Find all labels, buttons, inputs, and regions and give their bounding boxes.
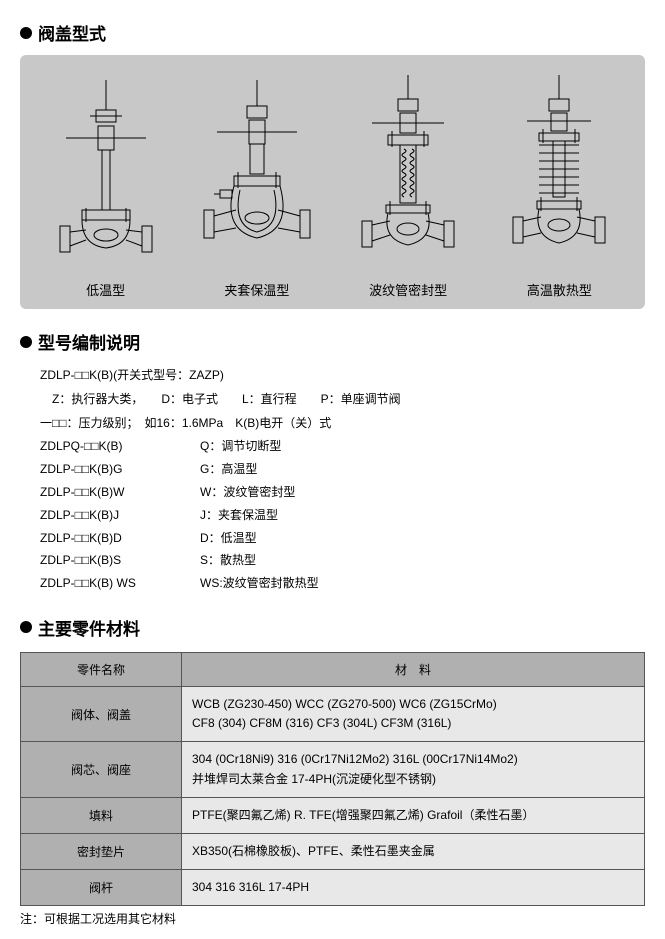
part-material: 304 316 316L 17-4PH (182, 870, 645, 906)
model-code: ZDLP-□□K(B) WS (40, 572, 200, 595)
part-material: 304 (0Cr18Ni9) 316 (0Cr17Ni12Mo2) 316L (… (182, 742, 645, 797)
model-row: ZDLP-□□K(B)G G：高温型 (40, 458, 645, 481)
diagram-item: 波纹管密封型 (333, 75, 484, 299)
model-code: ZDLP-□□K(B)D (40, 527, 200, 550)
model-desc: G：高温型 (200, 458, 257, 481)
diagram-item: 低温型 (30, 80, 181, 299)
section2-title-text: 型号编制说明 (38, 329, 140, 354)
table-row: 阀芯、阀座 304 (0Cr18Ni9) 316 (0Cr17Ni12Mo2) … (21, 742, 645, 797)
diagram-item: 高温散热型 (484, 75, 635, 299)
part-name: 密封垫片 (21, 833, 182, 869)
part-name: 阀体、阀盖 (21, 686, 182, 741)
model-code: ZDLP-□□K(B)J (40, 504, 200, 527)
valve-diagram-cryogenic (46, 80, 166, 270)
model-legend-line: Z：执行器大类， D：电子式 L：直行程 P：单座调节阀 (40, 388, 645, 411)
part-material: XB350(石棉橡胶板)、PTFE、柔性石墨夹金属 (182, 833, 645, 869)
model-row: ZDLP-□□K(B)W W：波纹管密封型 (40, 481, 645, 504)
model-description: ZDLP-□□K(B)(开关式型号：ZAZP) Z：执行器大类， D：电子式 L… (40, 364, 645, 595)
part-name: 阀杆 (21, 870, 182, 906)
diagram-label: 夹套保温型 (224, 280, 289, 299)
model-code: ZDLPQ-□□K(B) (40, 435, 200, 458)
model-code: ZDLP-□□K(B)W (40, 481, 200, 504)
table-row: 阀体、阀盖 WCB (ZG230-450) WCC (ZG270-500) WC… (21, 686, 645, 741)
material-table: 零件名称 材 料 阀体、阀盖 WCB (ZG230-450) WCC (ZG27… (20, 652, 645, 906)
model-desc: J：夹套保温型 (200, 504, 278, 527)
diagram-label: 高温散热型 (527, 280, 592, 299)
diagram-container: 低温型 (20, 55, 645, 309)
model-desc: S：散热型 (200, 549, 256, 572)
table-header-name: 零件名称 (21, 652, 182, 686)
model-desc: W：波纹管密封型 (200, 481, 295, 504)
model-code: ZDLP-□□K(B)G (40, 458, 200, 481)
bullet-icon (20, 336, 32, 348)
bullet-icon (20, 621, 32, 633)
model-main-line: ZDLP-□□K(B)(开关式型号：ZAZP) (40, 364, 645, 387)
diagram-label: 波纹管密封型 (369, 280, 447, 299)
footnote: 注：可根据工况选用其它材料 (20, 910, 645, 927)
model-row: ZDLP-□□K(B)D D：低温型 (40, 527, 645, 550)
model-row: ZDLP-□□K(B)S S：散热型 (40, 549, 645, 572)
bullet-icon (20, 27, 32, 39)
section3-title: 主要零件材料 (20, 615, 645, 640)
valve-diagram-bellows (348, 75, 468, 270)
table-header-row: 零件名称 材 料 (21, 652, 645, 686)
section3-title-text: 主要零件材料 (38, 615, 140, 640)
model-desc: D：低温型 (200, 527, 257, 550)
part-name: 填料 (21, 797, 182, 833)
valve-diagram-jacketed (192, 80, 322, 270)
table-row: 密封垫片 XB350(石棉橡胶板)、PTFE、柔性石墨夹金属 (21, 833, 645, 869)
table-row: 阀杆 304 316 316L 17-4PH (21, 870, 645, 906)
model-row: ZDLP-□□K(B) WS WS:波纹管密封散热型 (40, 572, 645, 595)
model-desc: WS:波纹管密封散热型 (200, 572, 319, 595)
model-row: ZDLP-□□K(B)J J：夹套保温型 (40, 504, 645, 527)
model-desc: Q：调节切断型 (200, 435, 281, 458)
part-material: PTFE(聚四氟乙烯) R. TFE(增强聚四氟乙烯) Grafoil（柔性石墨… (182, 797, 645, 833)
model-row: ZDLPQ-□□K(B) Q：调节切断型 (40, 435, 645, 458)
diagram-item: 夹套保温型 (181, 80, 332, 299)
model-pressure-line: 一□□：压力级别； 如16：1.6MPa K(B)电开（关）式 (40, 412, 645, 435)
valve-diagram-fin (499, 75, 619, 270)
section2-title: 型号编制说明 (20, 329, 645, 354)
section1-title: 阀盖型式 (20, 20, 645, 45)
part-material: WCB (ZG230-450) WCC (ZG270-500) WC6 (ZG1… (182, 686, 645, 741)
diagram-label: 低温型 (86, 280, 125, 299)
section1-title-text: 阀盖型式 (38, 20, 106, 45)
table-header-material: 材 料 (182, 652, 645, 686)
model-code: ZDLP-□□K(B)S (40, 549, 200, 572)
table-row: 填料 PTFE(聚四氟乙烯) R. TFE(增强聚四氟乙烯) Grafoil（柔… (21, 797, 645, 833)
part-name: 阀芯、阀座 (21, 742, 182, 797)
